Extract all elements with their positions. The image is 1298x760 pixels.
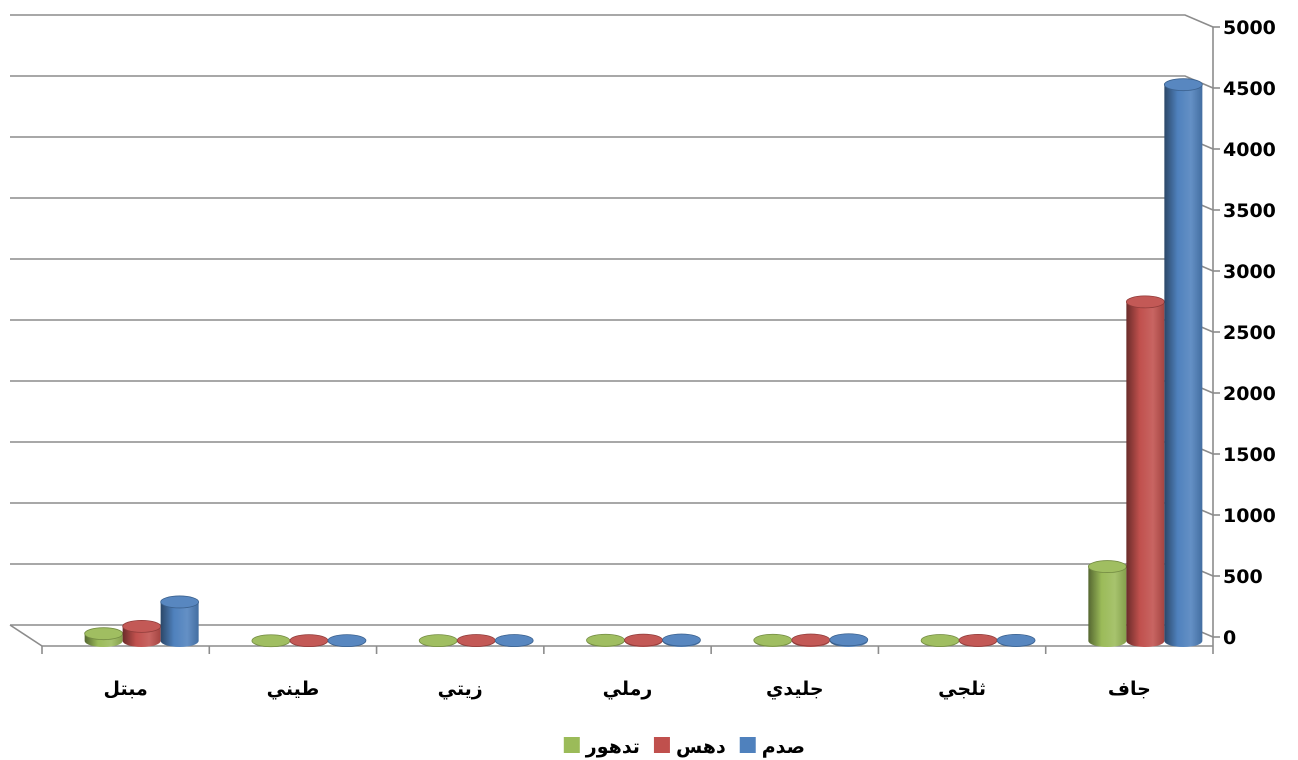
y-tick-label: 3000 bbox=[1223, 261, 1276, 283]
bar bbox=[251, 634, 291, 648]
gridline bbox=[10, 502, 1214, 516]
y-tick-label: 1500 bbox=[1223, 444, 1276, 466]
bar bbox=[662, 633, 701, 647]
bar bbox=[586, 633, 625, 647]
bar bbox=[456, 634, 496, 647]
bar bbox=[996, 633, 1036, 647]
legend-swatch bbox=[653, 737, 670, 753]
bar bbox=[624, 633, 663, 647]
legend-item: صدم bbox=[739, 736, 805, 758]
gridline bbox=[10, 14, 1214, 28]
gridline bbox=[10, 319, 1214, 333]
gridline bbox=[10, 136, 1214, 150]
y-tick-label: 500 bbox=[1223, 566, 1263, 588]
bar bbox=[1087, 560, 1127, 647]
y-tick-label: 3500 bbox=[1223, 200, 1276, 222]
bar bbox=[1125, 295, 1165, 647]
legend-swatch bbox=[563, 737, 580, 753]
bar bbox=[920, 634, 960, 647]
bar bbox=[122, 619, 162, 647]
bar bbox=[327, 634, 367, 648]
category-label: مبتل bbox=[104, 678, 148, 700]
y-tick-label: 5000 bbox=[1223, 17, 1276, 39]
bar bbox=[494, 634, 534, 647]
bar bbox=[1163, 78, 1203, 648]
category-labels: جاف ثلجي جليدي رملي زيتي طيني مبتل bbox=[104, 678, 1151, 701]
bars bbox=[84, 78, 1203, 648]
category-label: طيني bbox=[267, 678, 320, 700]
category-label: جليدي bbox=[766, 678, 824, 701]
y-tick-label: 2000 bbox=[1223, 383, 1276, 405]
gridline bbox=[10, 258, 1214, 272]
bar bbox=[289, 634, 329, 648]
legend-label: تدهور bbox=[585, 736, 640, 758]
category-label: جاف bbox=[1108, 678, 1151, 700]
bar bbox=[753, 633, 793, 647]
category-label: ثلجي bbox=[938, 678, 986, 700]
gridlines bbox=[10, 14, 1214, 638]
category-label: زيتي bbox=[438, 678, 483, 700]
gridline bbox=[10, 441, 1214, 455]
y-tick-label: 4000 bbox=[1223, 139, 1276, 161]
floor-left-edge bbox=[9, 624, 43, 647]
bar bbox=[84, 627, 124, 647]
bar bbox=[160, 595, 200, 647]
legend: صدم دهس تدهور bbox=[563, 736, 805, 758]
legend-item: تدهور bbox=[563, 736, 640, 758]
y-tick-labels: 0 500 1000 1500 2000 2500 3000 3500 4000 4500 5000 bbox=[1223, 17, 1276, 649]
category-label: رملي bbox=[603, 678, 653, 700]
axes bbox=[9, 26, 1220, 654]
legend-item: دهس bbox=[653, 736, 726, 758]
y-tick-label: 4500 bbox=[1223, 78, 1276, 100]
legend-label: دهس bbox=[676, 736, 726, 758]
gridline bbox=[10, 380, 1214, 394]
bar bbox=[958, 633, 998, 647]
gridline bbox=[10, 197, 1214, 211]
bar bbox=[829, 633, 869, 647]
y-tick-label: 2500 bbox=[1223, 322, 1276, 344]
y-tick-label: 0 bbox=[1223, 627, 1236, 649]
legend-label: صدم bbox=[762, 736, 805, 758]
gridline bbox=[10, 563, 1214, 577]
legend-swatch bbox=[739, 737, 756, 753]
bar bbox=[418, 634, 458, 648]
bar bbox=[791, 633, 831, 647]
gridline bbox=[10, 75, 1214, 89]
y-tick-label: 1000 bbox=[1223, 505, 1276, 527]
